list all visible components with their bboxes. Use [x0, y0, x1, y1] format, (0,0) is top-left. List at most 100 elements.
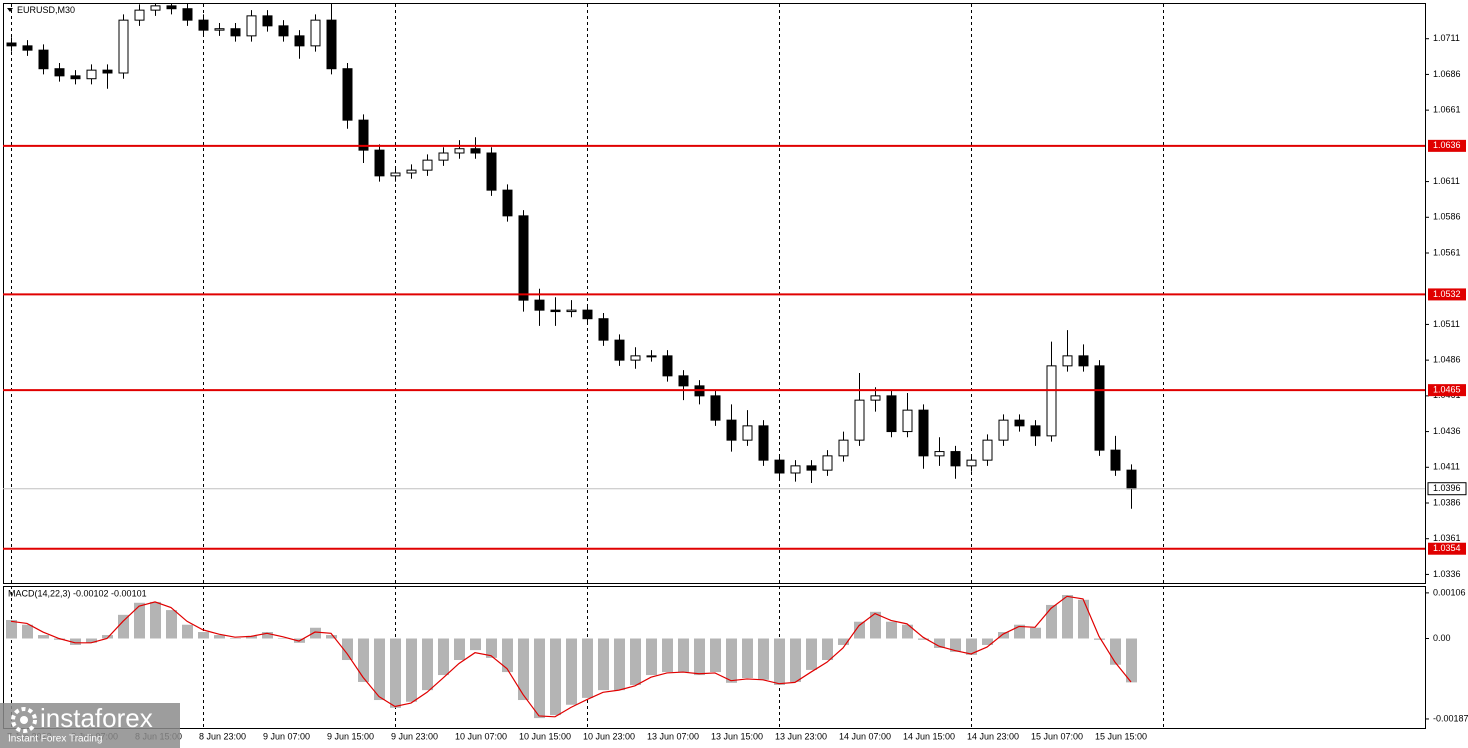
y-tick-label: -0.00187 [1433, 713, 1468, 723]
macd-bar [854, 621, 865, 639]
candle-body [742, 425, 753, 441]
macd-panel [3, 586, 1426, 729]
macd-bar [1094, 638, 1105, 640]
candle-body [646, 355, 657, 358]
macd-bar [710, 638, 721, 673]
candle-body [966, 459, 977, 467]
macd-bar [230, 638, 241, 639]
candle-body [166, 5, 177, 10]
candle-body [230, 28, 241, 37]
symbol-menu-arrow[interactable] [7, 8, 13, 12]
candle-body [934, 451, 945, 457]
level-box [1428, 139, 1466, 152]
candle-body [614, 339, 625, 361]
macd-bar [214, 635, 225, 639]
macd-bar [550, 638, 561, 716]
x-tick-label: 8 Jun 23:00 [199, 731, 246, 741]
macd-bar [790, 638, 801, 682]
candle-body [1126, 469, 1137, 490]
y-tick-label: 1.0386 [1433, 497, 1461, 507]
level-label: 1.0354 [1433, 543, 1461, 553]
macd-bar [22, 624, 33, 639]
last-price-box [1427, 482, 1467, 496]
macd-bar [630, 638, 641, 685]
candle-body [806, 465, 817, 471]
candle-body [86, 69, 97, 80]
macd-plot [6, 595, 1137, 719]
macd-bar [262, 632, 273, 639]
macd-bar [390, 638, 401, 708]
y-tick-label: 1.0511 [1433, 319, 1460, 329]
candle-body [790, 465, 801, 474]
signal-line [10, 595, 1132, 718]
macd-bar [950, 638, 961, 652]
candle-body [710, 395, 721, 421]
candle-body [22, 45, 33, 51]
y-tick-label: 1.0336 [1433, 569, 1461, 579]
candle-body [902, 409, 913, 433]
macd-bar [518, 638, 529, 701]
macd-bar [374, 638, 385, 701]
macd-bar [246, 635, 257, 639]
candle-body [54, 68, 65, 77]
macd-bar [326, 635, 337, 639]
candle-body [502, 189, 513, 217]
macd-bar [726, 638, 737, 683]
candle-body [390, 172, 401, 177]
logo-tagline: Instant Forex Trading [8, 734, 103, 745]
macd-bar [902, 624, 913, 639]
candle-body [214, 28, 225, 31]
y-tick-label: 1.0661 [1433, 105, 1461, 115]
candle-body [118, 19, 129, 74]
x-tick-label: 15 Jun 15:00 [1095, 731, 1147, 741]
candle-body [454, 148, 465, 154]
macd-bar [582, 638, 593, 698]
candle-body [246, 15, 257, 37]
candle-body [438, 152, 449, 161]
macd-bar [406, 638, 417, 702]
candle-body [582, 309, 593, 320]
level-box [1428, 288, 1466, 301]
level-label: 1.0636 [1433, 140, 1461, 150]
macd-bar [1046, 604, 1057, 639]
x-tick-label: 9 Jun 15:00 [327, 731, 374, 741]
candle-body [342, 68, 353, 121]
candle-body [774, 459, 785, 474]
y-tick-label: 1.0711 [1433, 33, 1460, 43]
y-tick-label: 0.00106 [1433, 587, 1466, 597]
candle-body [278, 25, 289, 37]
level-box [1428, 384, 1466, 397]
candle-body [758, 425, 769, 461]
x-tick-label: 9 Jun 07:00 [263, 731, 310, 741]
candle-body [678, 375, 689, 387]
candle-body [998, 419, 1009, 441]
candle-body [598, 318, 609, 341]
candle-body [918, 409, 929, 457]
candle-body [198, 19, 209, 31]
macd-bar [38, 635, 49, 639]
axes: 1.0711 1.0686 1.0661 1.0611 1.0586 1.0561 1.05… [7, 33, 1468, 741]
level-label: 1.0465 [1433, 385, 1461, 395]
candle-body [38, 49, 49, 70]
macd-bar [598, 638, 609, 691]
logo-icon-core [20, 716, 28, 724]
y-tick-label: 1.0411 [1433, 462, 1460, 472]
macd-bar [70, 638, 81, 645]
macd-bar [870, 611, 881, 639]
macd-bar [822, 638, 833, 661]
candle-body [486, 152, 497, 191]
candle-body [1030, 425, 1041, 437]
macd-bar [934, 638, 945, 648]
macd-bar [886, 621, 897, 639]
macd-bar [1030, 627, 1041, 639]
macd-bar [470, 638, 481, 651]
x-tick-label: 10 Jun 23:00 [583, 731, 635, 741]
candle-body [518, 215, 529, 301]
candle-body [950, 451, 961, 467]
candle-body [1014, 419, 1025, 427]
macd-bar [502, 638, 513, 673]
candle-body [1094, 365, 1105, 451]
macd-bar [310, 627, 321, 639]
candle-body [870, 395, 881, 401]
candle-body [534, 299, 545, 311]
